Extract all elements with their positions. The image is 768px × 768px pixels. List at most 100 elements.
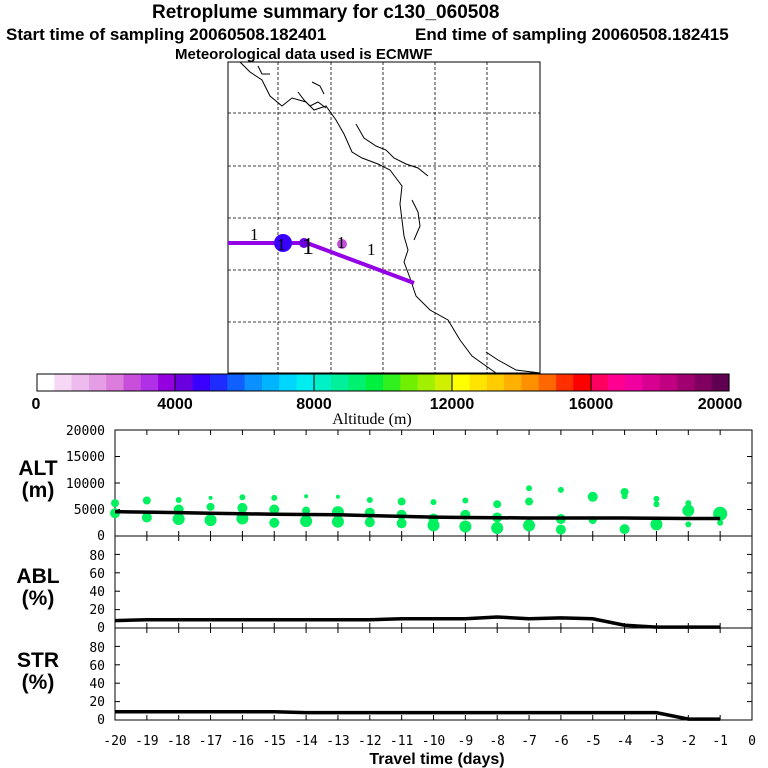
x-tick-label: -11 <box>390 734 413 749</box>
x-tick-label: -19 <box>135 734 158 749</box>
alt-data-point <box>269 504 280 515</box>
colorbar-segment <box>123 374 142 391</box>
colorbar-segment <box>279 374 298 391</box>
colorbar-segment <box>434 374 453 391</box>
colorbar-segment <box>331 374 349 391</box>
colorbar-segment <box>469 374 488 391</box>
alt-data-point <box>172 513 185 526</box>
alt-data-point <box>557 486 564 493</box>
met-data-label: Meteorological data used is ECMWF <box>175 46 433 63</box>
map-frame <box>227 61 541 374</box>
abl-y-tick: 60 <box>89 567 105 582</box>
abl-y-axis: 80 60 40 20 0 <box>89 549 105 636</box>
colorbar-segment <box>521 374 540 391</box>
str-y-tick: 40 <box>89 677 105 692</box>
colorbar-segment <box>296 374 315 391</box>
start-time-label: Start time of sampling 20060508.182401 <box>6 25 327 44</box>
alt-mean-line <box>114 509 721 521</box>
x-tick-label: -4 <box>617 734 633 749</box>
colorbar-tick-label: 16000 <box>569 396 614 413</box>
colorbar-segment <box>642 374 661 391</box>
colorbar-frame <box>36 373 730 392</box>
colorbar-segment <box>504 374 522 391</box>
alt-data-point <box>331 515 344 528</box>
abl-y-tick: 80 <box>89 549 105 564</box>
str-panel-label: STR (%) <box>17 649 59 694</box>
colorbar-segment <box>54 374 73 391</box>
alt-data-point <box>493 500 502 509</box>
x-tick-label: -1 <box>712 734 728 749</box>
str-y-axis: 80 60 40 20 0 <box>89 641 105 728</box>
alt-data-point <box>396 518 407 529</box>
alt-data-point <box>555 524 566 535</box>
alt-scatter <box>110 485 728 535</box>
x-axis-label: Travel time (days) <box>369 751 504 768</box>
alt-data-point <box>300 515 313 528</box>
alt-data-point <box>717 519 724 526</box>
colorbar-segment <box>106 374 125 391</box>
alt-y-tick: 20000 <box>66 424 105 439</box>
colorbar-segment <box>556 374 574 391</box>
alt-data-point <box>175 496 182 503</box>
abl-y-tick: 40 <box>89 585 105 600</box>
end-time-label: End time of sampling 20060508.182415 <box>415 25 729 44</box>
str-y-tick: 80 <box>89 641 105 656</box>
colorbar-segment <box>573 374 592 391</box>
plume-cluster-marker <box>337 239 347 249</box>
colorbar-segment <box>313 374 332 391</box>
alt-data-point <box>621 493 628 500</box>
x-tick-label: -20 <box>103 734 126 749</box>
map-cluster-label: 1 <box>302 234 314 260</box>
str-y-tick: 60 <box>89 659 105 674</box>
colorbar-segment <box>175 374 194 391</box>
alt-data-point <box>366 496 373 503</box>
map-cluster-label: 1 <box>337 233 346 252</box>
alt-data-point <box>141 512 152 523</box>
series-lines <box>114 509 721 721</box>
colorbar-tick-label: 12000 <box>430 396 475 413</box>
colorbar-tick-label: 4000 <box>157 396 193 413</box>
alt-data-point <box>111 499 119 508</box>
axis-tick-marks <box>114 429 753 721</box>
alt-data-point <box>271 494 278 501</box>
colorbar-tick-label: 20000 <box>698 396 743 413</box>
plot-frame <box>114 429 753 721</box>
map-cluster-label: 1 <box>250 225 259 244</box>
colorbar-segment <box>711 374 730 391</box>
str-line <box>115 709 721 721</box>
x-tick-label: -16 <box>231 734 254 749</box>
chart-title: Retroplume summary for c130_060508 <box>152 2 500 23</box>
plume-track <box>228 234 415 285</box>
x-tick-label: -17 <box>199 734 222 749</box>
x-tick-label: -10 <box>422 734 445 749</box>
x-tick-label: -7 <box>521 734 537 749</box>
alt-data-point <box>685 500 692 507</box>
alt-data-point <box>397 497 406 506</box>
alt-y-axis: 20000 15000 10000 5000 0 <box>66 424 105 544</box>
colorbar-segment <box>383 374 401 391</box>
alt-data-point <box>526 485 533 492</box>
abl-panel-label: ABL (%) <box>16 565 60 610</box>
map-cluster-label: 1 <box>277 235 286 254</box>
alt-y-tick: 10000 <box>66 477 105 492</box>
alt-data-point <box>430 499 437 506</box>
map: 1 1 1 1 1 <box>227 61 541 374</box>
colorbar-segment <box>607 374 626 391</box>
colorbar-segment <box>140 374 159 391</box>
colorbar-segment <box>261 374 280 391</box>
x-tick-label: -2 <box>680 734 696 749</box>
alt-panel-label: ALT (m) <box>18 457 58 502</box>
alt-data-point <box>269 517 280 528</box>
altitude-colorbar <box>36 373 730 392</box>
plume-cluster-marker <box>299 238 309 248</box>
colorbar-segment <box>244 374 263 391</box>
colorbar-segment <box>88 374 107 391</box>
x-tick-label: -12 <box>358 734 381 749</box>
alt-data-point <box>462 497 469 504</box>
colorbar-segment <box>158 374 176 391</box>
colorbar-segment <box>37 374 55 391</box>
colorbar-segment <box>694 374 713 391</box>
alt-data-point <box>364 517 375 528</box>
alt-data-point <box>427 519 440 532</box>
alt-data-point <box>208 495 213 500</box>
